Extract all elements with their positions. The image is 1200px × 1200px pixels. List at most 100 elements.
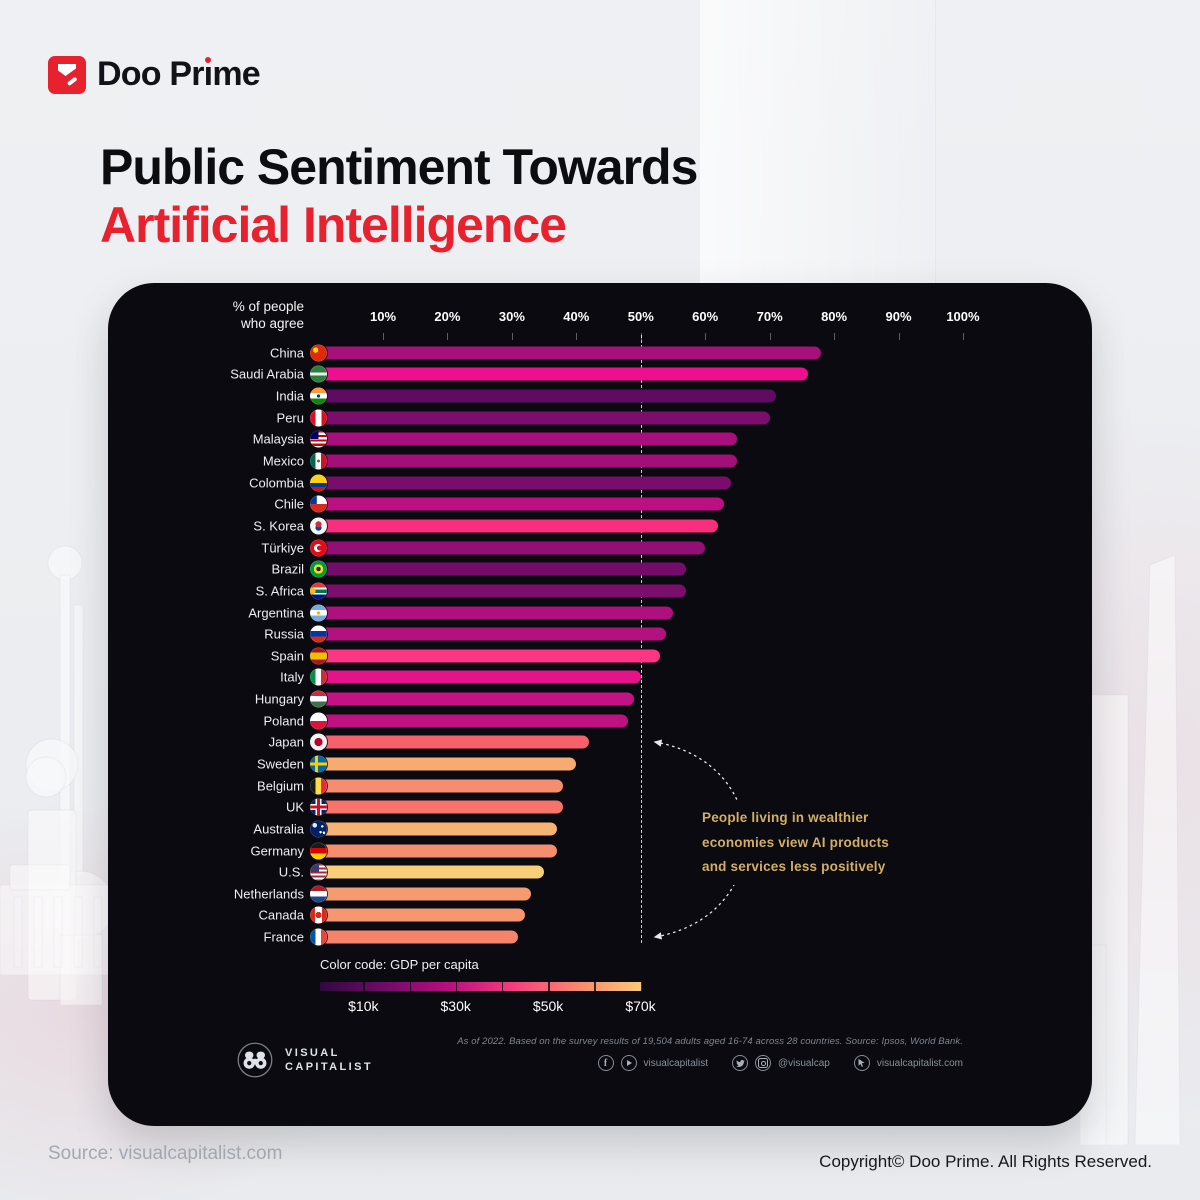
country-label: Chile [274, 496, 304, 512]
netherlands-flag-icon [310, 885, 327, 903]
x-tick-label: 30% [498, 309, 525, 324]
sentiment-bar [318, 735, 590, 749]
sentiment-bar [318, 584, 686, 598]
canada-flag-icon [310, 906, 327, 924]
country-label: Poland [263, 713, 304, 729]
country-label: Sweden [257, 756, 304, 772]
chart-row: Mexico [108, 450, 1092, 472]
chart-fine-print: As of 2022. Based on the survey results … [457, 1036, 963, 1047]
brand-name-pre: Doo Pr [97, 55, 204, 93]
x-tick-mark [898, 333, 900, 340]
sweden-flag-icon [310, 755, 327, 773]
chart-row: Germany [108, 840, 1092, 862]
chart-row: Türkiye [108, 537, 1092, 559]
social-row: f visualcapitalist @visualcap visualcapi… [597, 1055, 963, 1071]
youtube-icon [620, 1055, 637, 1071]
country-label: Hungary [254, 691, 304, 707]
us-flag-icon [310, 863, 327, 881]
brand-header: Doo Prıme [48, 55, 261, 94]
country-label: India [275, 388, 304, 404]
copyright-text: Copyright© Doo Prime. All Rights Reserve… [819, 1152, 1152, 1171]
background-skyscraper-silhouette [1080, 525, 1200, 1145]
sentiment-bar [318, 389, 777, 403]
title-line-1: Public Sentiment Towards [100, 139, 698, 195]
brand-name: Doo Prıme [97, 55, 261, 94]
gdp-color-legend: Color code: GDP per capita $10k $30k $50k $… [320, 957, 656, 1014]
country-label: Saudi Arabia [230, 366, 304, 382]
x-tick-label: 40% [563, 309, 590, 324]
south-korea-flag-icon [310, 517, 327, 535]
sentiment-bar [318, 411, 770, 425]
bar-rows: China Saudi Arabia India Peru Malaysia Mexico… [108, 342, 1092, 948]
chart-row: Italy [108, 667, 1092, 689]
chart-row: Sweden [108, 753, 1092, 775]
france-flag-icon [310, 928, 327, 946]
chile-flag-icon [310, 495, 327, 513]
legend-tick-label: $70k [625, 998, 656, 1014]
country-label: Brazil [271, 561, 304, 577]
annotation-line: economies view AI products [702, 834, 889, 850]
argentina-flag-icon [310, 604, 327, 621]
brand-name-post: me [212, 55, 260, 93]
country-label: Spain [270, 648, 304, 664]
annotation-line: and services less positively [702, 859, 886, 874]
country-label: Belgium [257, 778, 304, 794]
chart-row: India [108, 385, 1092, 407]
turkiye-flag-icon [310, 539, 327, 557]
sentiment-bar [318, 822, 557, 836]
visual-capitalist-logo: VISUAL CAPITALIST [234, 1039, 373, 1081]
twitter-icon [732, 1055, 748, 1071]
chart-row: Netherlands [108, 883, 1092, 905]
annotation-text: People living in wealthier economies view… [698, 801, 916, 885]
cursor-icon [853, 1055, 870, 1071]
spain-flag-icon [310, 647, 327, 665]
hungary-flag-icon [310, 690, 327, 708]
country-label: Argentina [248, 605, 304, 620]
legend-tick-label: $50k [532, 998, 564, 1014]
sentiment-bar [318, 519, 719, 533]
x-tick-label: 90% [885, 309, 912, 324]
chart-row: Japan [108, 732, 1092, 754]
chart-row: Peru [108, 407, 1092, 429]
social-handle-3: visualcapitalist.com [876, 1057, 963, 1069]
chart-row: S. Africa [108, 580, 1092, 602]
legend-tick-mark [548, 979, 550, 994]
instagram-icon [755, 1055, 771, 1071]
x-tick-label: 20% [434, 309, 461, 324]
legend-tick-mark [363, 979, 365, 994]
belgium-flag-icon [310, 777, 327, 795]
sentiment-bar [318, 454, 738, 468]
sentiment-bar [318, 476, 731, 490]
sentiment-bar [318, 627, 667, 641]
chart-row: U.S. [108, 861, 1092, 883]
sentiment-bar [318, 367, 809, 381]
chart-row: UK [108, 796, 1092, 818]
sentiment-bar [318, 908, 525, 922]
chart-row: Spain [108, 645, 1092, 667]
x-tick-mark [769, 333, 771, 340]
country-label: Germany [250, 843, 304, 859]
brazil-flag-icon [310, 560, 327, 578]
south-africa-flag-icon [310, 582, 327, 600]
sentiment-bar [318, 930, 519, 944]
peru-flag-icon [310, 409, 327, 427]
annotation-line: People living in wealthier [702, 810, 869, 825]
sentiment-bar [318, 497, 725, 511]
x-tick-mark [576, 333, 578, 340]
sentiment-bar [318, 541, 706, 555]
legend-label: Color code: GDP per capita [320, 957, 479, 972]
vc-word-line2: CAPITALIST [285, 1061, 373, 1073]
legend-tick-label: $30k [440, 998, 471, 1014]
chart-row: Russia [108, 623, 1092, 645]
title-line-2: Artificial Intelligence [100, 197, 567, 253]
chart-row: China [108, 342, 1092, 364]
social-handle-2: @visualcap [778, 1057, 830, 1069]
legend-gradient-bar [320, 982, 642, 991]
chart-row: Chile [108, 493, 1092, 515]
country-label: Türkiye [261, 540, 304, 556]
sentiment-bar [318, 432, 738, 446]
country-label: France [263, 929, 304, 945]
saudi-arabia-flag-icon [310, 365, 327, 383]
sentiment-bar [318, 800, 564, 814]
legend-tick-mark [409, 979, 411, 994]
